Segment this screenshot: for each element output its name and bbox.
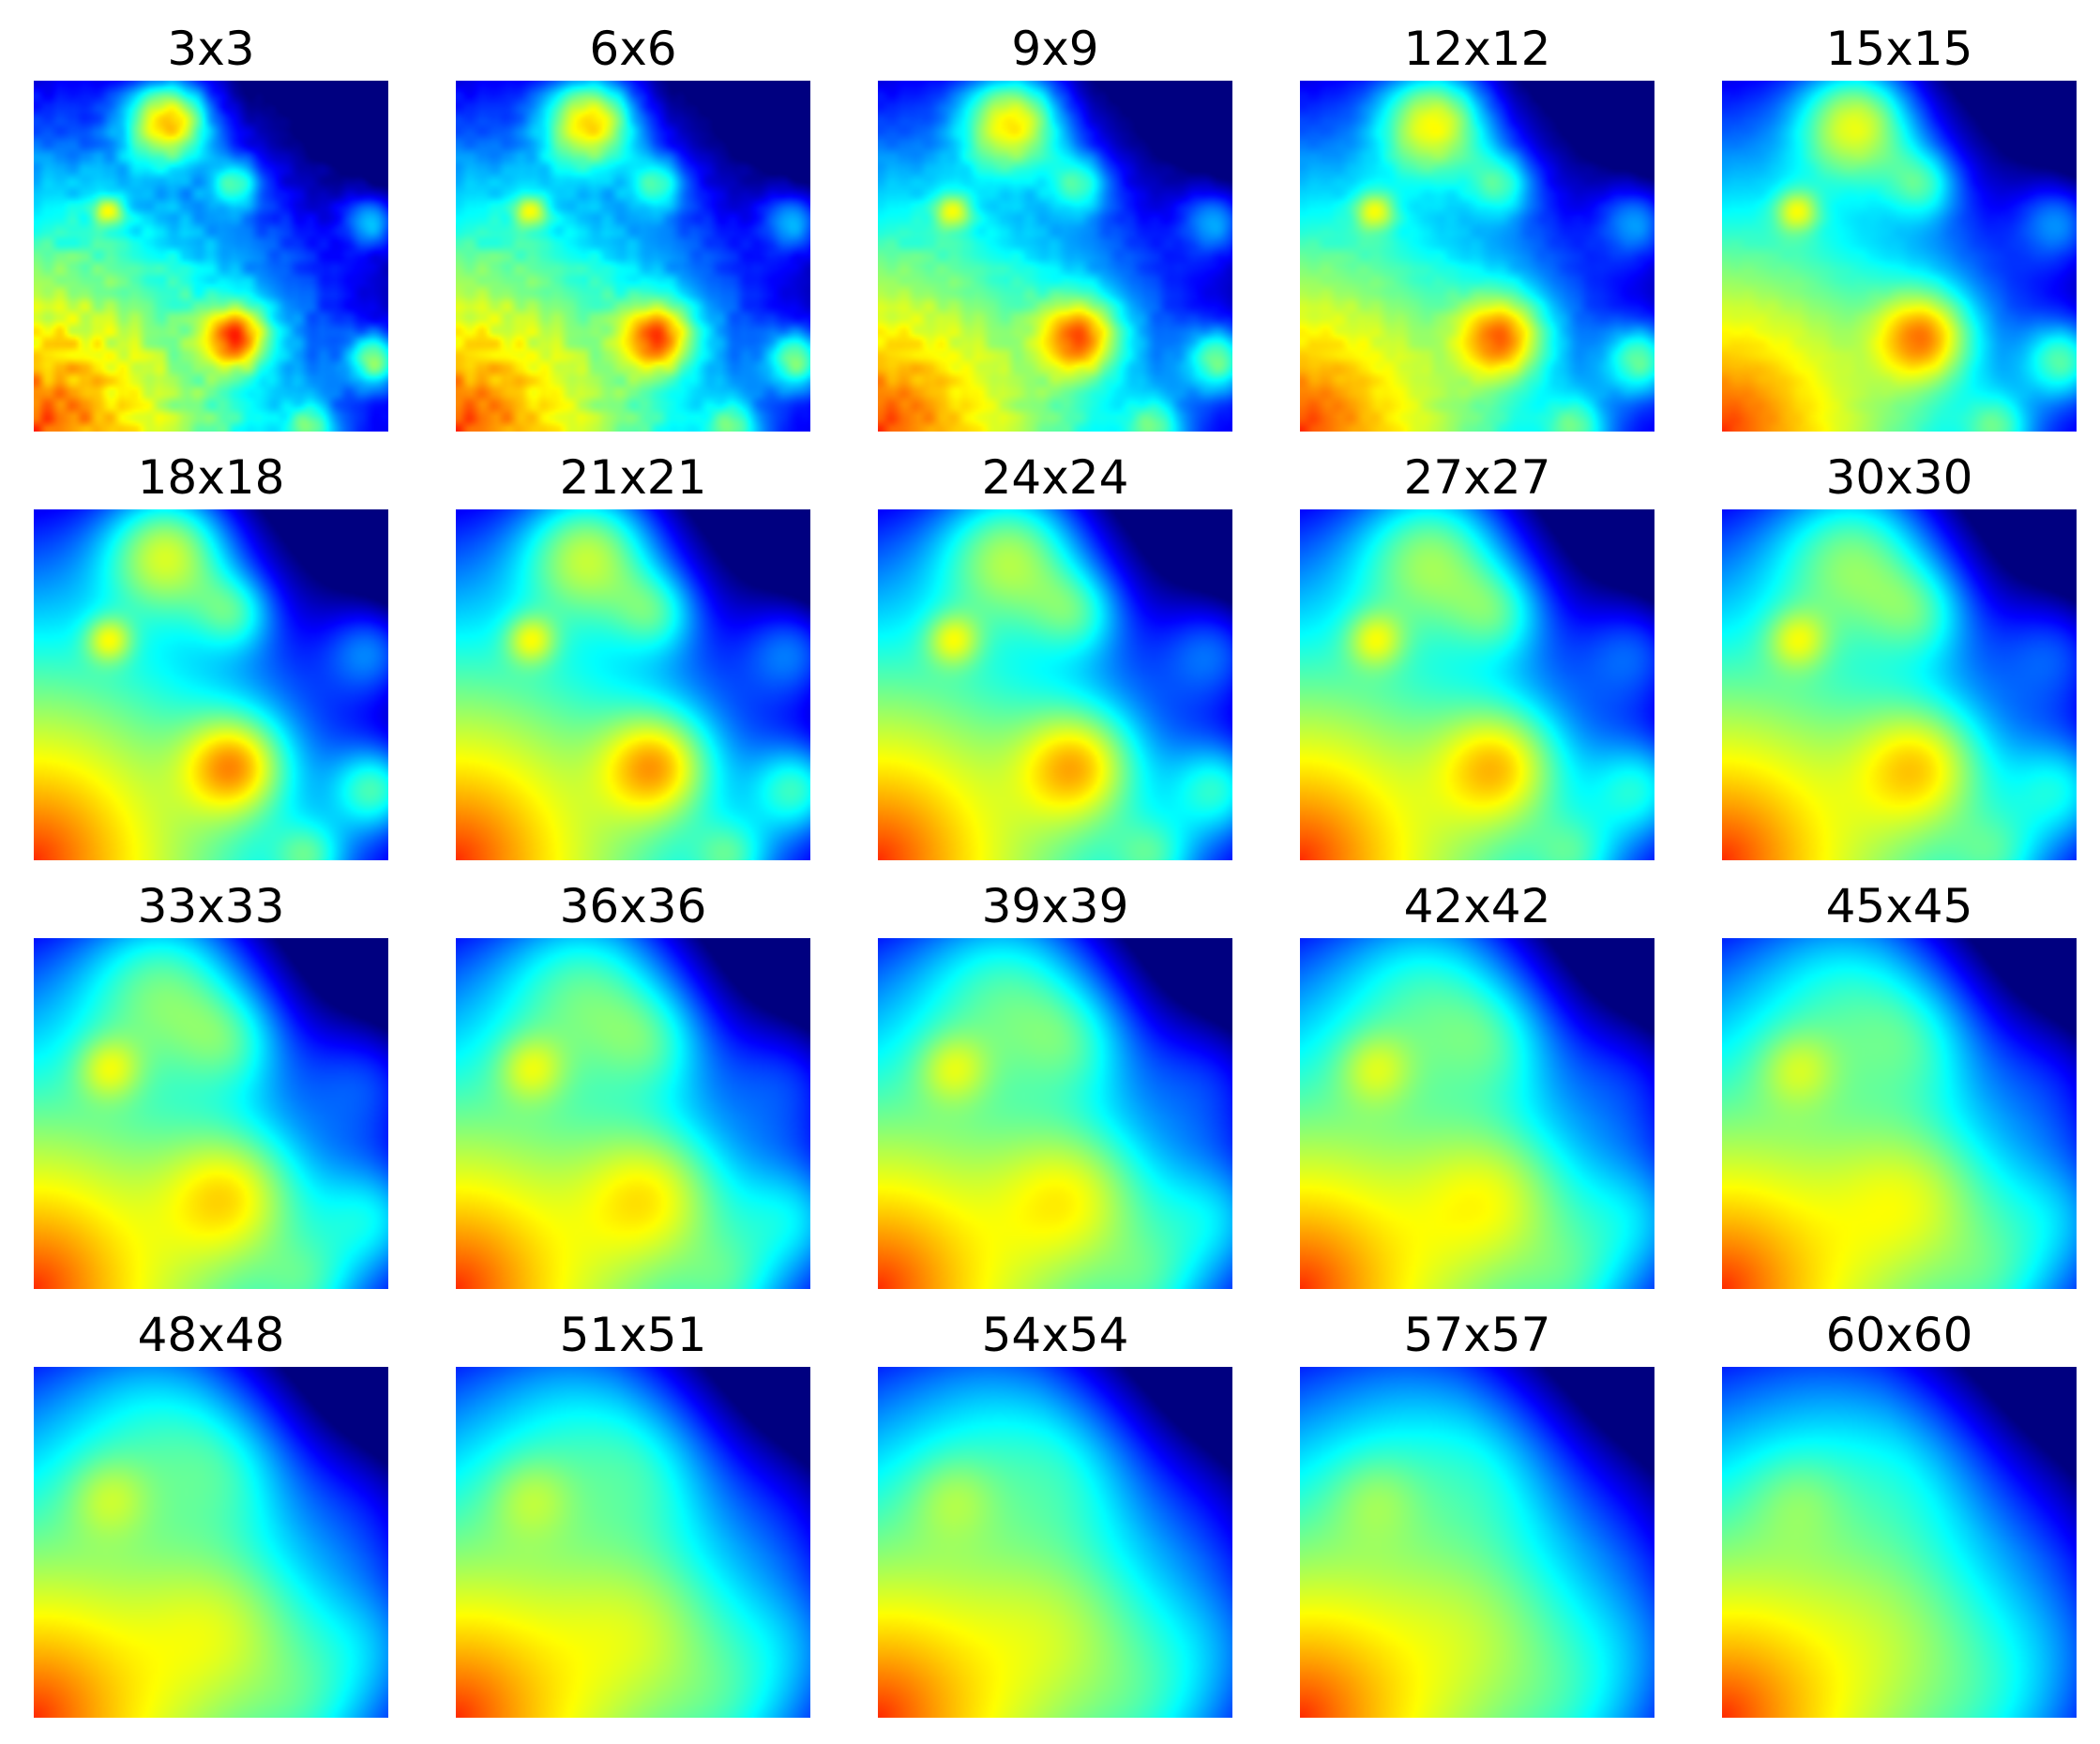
heatmap-panel-21x21: 21x21 — [456, 449, 810, 860]
heatmap-panel-27x27: 27x27 — [1300, 449, 1654, 860]
panel-title: 24x24 — [981, 450, 1129, 505]
heatmap-image — [1300, 1367, 1654, 1718]
heatmap-image — [1300, 509, 1654, 860]
panel-title: 33x33 — [137, 879, 285, 933]
heatmap-image — [456, 509, 810, 860]
heatmap-panel-42x42: 42x42 — [1300, 878, 1654, 1289]
heatmap-image — [878, 1367, 1232, 1718]
panel-title: 6x6 — [589, 22, 677, 76]
heatmap-image — [1722, 938, 2077, 1289]
heatmap-panel-12x12: 12x12 — [1300, 21, 1654, 432]
heatmap-image — [878, 938, 1232, 1289]
panel-title: 9x9 — [1011, 22, 1099, 76]
heatmap-panel-9x9: 9x9 — [878, 21, 1232, 432]
heatmap-image — [1722, 81, 2077, 432]
heatmap-image — [1722, 1367, 2077, 1718]
panel-title: 39x39 — [981, 879, 1129, 933]
heatmap-image — [456, 938, 810, 1289]
heatmap-image — [34, 81, 388, 432]
heatmap-panel-48x48: 48x48 — [34, 1307, 388, 1718]
heatmap-image — [1300, 938, 1654, 1289]
heatmap-panel-15x15: 15x15 — [1722, 21, 2077, 432]
panel-title: 42x42 — [1403, 879, 1551, 933]
panel-title: 51x51 — [559, 1308, 707, 1362]
panel-title: 30x30 — [1825, 450, 1973, 505]
panel-title: 60x60 — [1825, 1308, 1973, 1362]
panel-title: 12x12 — [1403, 22, 1551, 76]
heatmap-image — [34, 1367, 388, 1718]
heatmap-panel-57x57: 57x57 — [1300, 1307, 1654, 1718]
heatmap-panel-18x18: 18x18 — [34, 449, 388, 860]
panel-title: 57x57 — [1403, 1308, 1551, 1362]
heatmap-panel-54x54: 54x54 — [878, 1307, 1232, 1718]
heatmap-image — [878, 81, 1232, 432]
heatmap-panel-36x36: 36x36 — [456, 878, 810, 1289]
heatmap-image — [34, 509, 388, 860]
heatmap-image — [1722, 509, 2077, 860]
panel-title: 15x15 — [1825, 22, 1973, 76]
heatmap-image — [34, 938, 388, 1289]
panel-title: 3x3 — [167, 22, 255, 76]
panel-title: 27x27 — [1403, 450, 1551, 505]
heatmap-panel-39x39: 39x39 — [878, 878, 1232, 1289]
heatmap-image — [456, 81, 810, 432]
panel-title: 21x21 — [559, 450, 707, 505]
heatmap-panel-60x60: 60x60 — [1722, 1307, 2077, 1718]
heatmap-image — [1300, 81, 1654, 432]
heatmap-panel-3x3: 3x3 — [34, 21, 388, 432]
heatmap-panel-30x30: 30x30 — [1722, 449, 2077, 860]
heatmap-panel-51x51: 51x51 — [456, 1307, 810, 1718]
heatmap-image — [878, 509, 1232, 860]
heatmap-image — [456, 1367, 810, 1718]
panel-title: 54x54 — [981, 1308, 1129, 1362]
heatmap-panel-45x45: 45x45 — [1722, 878, 2077, 1289]
panel-title: 45x45 — [1825, 879, 1973, 933]
heatmap-panel-24x24: 24x24 — [878, 449, 1232, 860]
panel-title: 48x48 — [137, 1308, 285, 1362]
panel-title: 36x36 — [559, 879, 707, 933]
heatmap-panel-33x33: 33x33 — [34, 878, 388, 1289]
heatmap-panel-6x6: 6x6 — [456, 21, 810, 432]
panel-title: 18x18 — [137, 450, 285, 505]
